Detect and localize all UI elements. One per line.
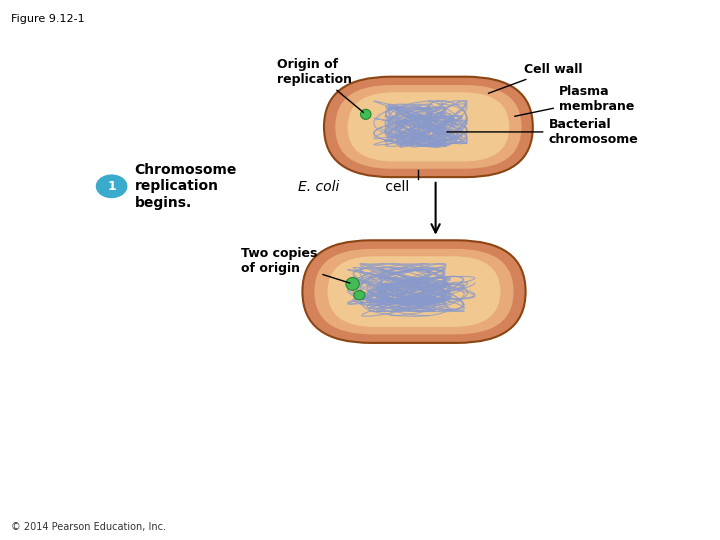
FancyBboxPatch shape xyxy=(324,77,533,177)
Text: Figure 9.12-1: Figure 9.12-1 xyxy=(11,14,84,24)
Text: Bacterial
chromosome: Bacterial chromosome xyxy=(447,118,638,146)
Text: Origin of
replication: Origin of replication xyxy=(277,58,364,112)
FancyBboxPatch shape xyxy=(334,84,523,170)
Text: cell: cell xyxy=(382,180,410,194)
FancyBboxPatch shape xyxy=(302,240,526,343)
Ellipse shape xyxy=(354,291,365,300)
Circle shape xyxy=(96,174,127,198)
Text: Cell wall: Cell wall xyxy=(488,63,583,93)
Text: 1: 1 xyxy=(107,180,116,193)
FancyBboxPatch shape xyxy=(327,255,501,327)
Text: Two copies
of origin: Two copies of origin xyxy=(241,247,350,283)
Text: Chromosome
replication
begins.: Chromosome replication begins. xyxy=(135,163,237,210)
Text: E. coli: E. coli xyxy=(298,180,340,194)
FancyBboxPatch shape xyxy=(347,92,510,162)
FancyBboxPatch shape xyxy=(313,248,514,335)
Ellipse shape xyxy=(361,109,371,119)
Ellipse shape xyxy=(346,278,359,291)
Text: © 2014 Pearson Education, Inc.: © 2014 Pearson Education, Inc. xyxy=(11,522,166,532)
Text: Plasma
membrane: Plasma membrane xyxy=(515,85,634,116)
